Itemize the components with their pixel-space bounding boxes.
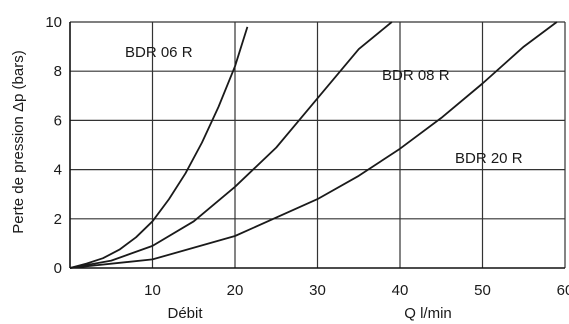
y-tick-label: 4 (54, 162, 62, 179)
series-label-bdr-20-r: BDR 20 R (455, 150, 523, 167)
x-tick-label: 30 (309, 282, 326, 299)
y-tick-label: 8 (54, 63, 62, 80)
curves (69, 21, 558, 269)
series-line-bdr-06-r (69, 26, 249, 269)
x-axis-unit: Q l/min (404, 305, 452, 322)
y-axis-title: Perte de pression Δp (bars) (10, 50, 27, 233)
tick-labels: 10 20 30 40 50 60 0 2 4 6 8 10 (45, 14, 569, 299)
y-tick-label: 0 (54, 260, 62, 277)
series-line-bdr-20-r (69, 21, 558, 269)
x-tick-label: 40 (392, 282, 409, 299)
x-tick-label: 50 (474, 282, 491, 299)
series-label-bdr-06-r: BDR 06 R (125, 44, 193, 61)
y-tick-label: 6 (54, 112, 62, 129)
y-tick-label: 2 (54, 211, 62, 228)
y-tick-label: 10 (45, 14, 62, 31)
x-tick-label: 20 (227, 282, 244, 299)
x-axis-title: Débit (167, 305, 203, 322)
x-tick-label: 60 (557, 282, 569, 299)
grid (69, 21, 566, 269)
series-line-bdr-08-r (69, 21, 393, 269)
x-tick-label: 10 (144, 282, 161, 299)
series-label-bdr-08-r: BDR 08 R (382, 67, 450, 84)
